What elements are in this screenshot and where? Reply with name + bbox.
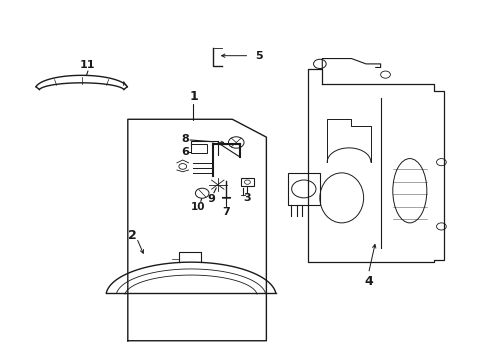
Bar bbox=[240, 178, 254, 186]
Text: 10: 10 bbox=[191, 202, 205, 212]
Text: 4: 4 bbox=[364, 275, 372, 288]
Bar bbox=[191, 144, 206, 153]
Text: 5: 5 bbox=[255, 51, 263, 61]
Text: 6: 6 bbox=[181, 147, 189, 157]
Text: 1: 1 bbox=[189, 90, 198, 103]
Text: 11: 11 bbox=[80, 60, 96, 70]
Text: 8: 8 bbox=[181, 134, 189, 144]
Text: 3: 3 bbox=[243, 193, 251, 203]
Text: 2: 2 bbox=[128, 229, 137, 242]
Bar bbox=[287, 173, 319, 205]
Text: 7: 7 bbox=[222, 207, 229, 217]
Text: 9: 9 bbox=[207, 194, 215, 203]
